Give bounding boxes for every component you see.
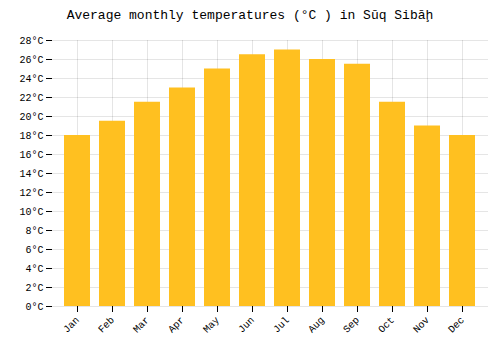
- svg-text:2°C: 2°C: [25, 283, 43, 294]
- svg-text:Oct: Oct: [376, 315, 397, 336]
- svg-text:20°C: 20°C: [19, 112, 43, 123]
- html-text:Average monthly temperatures (: Average monthly temperatures (°C ) in Sū…: [66, 8, 434, 23]
- svg-text:12°C: 12°C: [19, 188, 43, 199]
- svg-text:16°C: 16°C: [19, 150, 43, 161]
- svg-text:Feb: Feb: [96, 315, 117, 336]
- svg-text:8°C: 8°C: [25, 226, 43, 237]
- svg-text:Jul: Jul: [271, 315, 292, 336]
- svg-text:10°C: 10°C: [19, 207, 43, 218]
- svg-text:22°C: 22°C: [19, 93, 43, 104]
- svg-text:28°C: 28°C: [19, 36, 43, 47]
- svg-text:14°C: 14°C: [19, 169, 43, 180]
- svg-text:6°C: 6°C: [25, 245, 43, 256]
- svg-text:Aug: Aug: [306, 315, 327, 336]
- svg-text:0°C: 0°C: [25, 302, 43, 313]
- svg-text:Jan: Jan: [61, 315, 82, 336]
- svg-text:4°C: 4°C: [25, 264, 43, 275]
- svg-text:Nov: Nov: [411, 315, 432, 336]
- svg-text:Dec: Dec: [446, 315, 467, 336]
- svg-text:May: May: [201, 315, 222, 336]
- svg-text:26°C: 26°C: [19, 55, 43, 66]
- svg-text:Jun: Jun: [236, 315, 257, 336]
- svg-text:Apr: Apr: [166, 315, 187, 336]
- svg-text:Sep: Sep: [341, 315, 362, 336]
- svg-text:24°C: 24°C: [19, 74, 43, 85]
- svg-text:18°C: 18°C: [19, 131, 43, 142]
- svg-text:Mar: Mar: [131, 315, 152, 336]
